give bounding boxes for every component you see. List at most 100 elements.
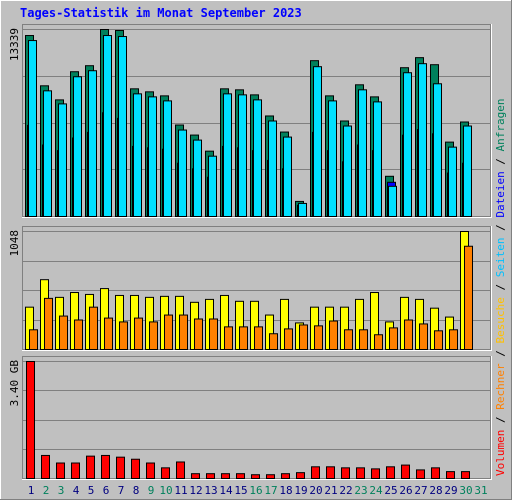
bar	[104, 317, 113, 350]
bar	[446, 471, 455, 479]
bar	[209, 318, 218, 350]
y-tick-label: 3.40 GB	[8, 360, 21, 407]
x-tick-label: 18	[279, 484, 292, 497]
x-tick-label: 2	[43, 484, 50, 497]
bar	[313, 66, 322, 217]
legend-entry: Seiten	[494, 238, 507, 278]
legend-entry: Volumen	[494, 430, 507, 476]
bar	[101, 454, 110, 480]
legend-entry: Dateien	[494, 171, 507, 217]
bar	[269, 333, 278, 350]
x-tick-label: 7	[118, 484, 125, 497]
bar	[238, 94, 247, 217]
bar	[133, 93, 142, 217]
bar	[341, 467, 350, 480]
x-tick-label: 13	[204, 484, 217, 497]
bar	[73, 76, 82, 217]
bar	[208, 155, 217, 217]
bar	[89, 306, 98, 350]
x-tick-label: 30	[459, 484, 472, 497]
x-tick-label: 4	[73, 484, 80, 497]
x-tick-label: 11	[174, 484, 187, 497]
bar	[314, 325, 323, 350]
legend-entry: Anfragen	[494, 98, 507, 151]
bar	[149, 321, 158, 351]
bar	[358, 89, 367, 217]
bar	[374, 334, 383, 350]
bar	[404, 319, 413, 350]
x-tick-label: 21	[324, 484, 337, 497]
bar	[71, 462, 80, 480]
bar	[299, 324, 308, 350]
panel	[22, 356, 491, 479]
x-tick-label: 15	[234, 484, 247, 497]
bar	[386, 466, 395, 479]
chart-title: Tages-Statistik im Monat September 2023	[20, 6, 302, 20]
bar	[178, 129, 187, 217]
x-tick-label: 24	[369, 484, 383, 497]
bar	[403, 72, 412, 217]
bar	[59, 315, 68, 351]
x-tick-label: 25	[384, 484, 397, 497]
x-tick-label: 17	[264, 484, 277, 497]
bar	[134, 317, 143, 350]
bar	[268, 120, 277, 217]
bar	[253, 99, 262, 217]
bar	[236, 473, 245, 479]
bar	[206, 473, 215, 479]
bar	[388, 185, 397, 218]
x-tick-label: 16	[249, 484, 262, 497]
bar	[176, 461, 185, 480]
bar	[448, 146, 457, 217]
bar	[119, 321, 128, 351]
x-tick-label: 31	[474, 484, 487, 497]
bar	[44, 297, 53, 351]
bar	[389, 327, 398, 351]
x-tick-label: 20	[309, 484, 322, 497]
legend-separator: /	[494, 410, 507, 430]
y-tick-label: 13339	[8, 28, 21, 61]
bar	[356, 467, 365, 480]
x-tick-label: 12	[189, 484, 202, 497]
bar	[118, 36, 127, 218]
x-tick-label: 19	[294, 484, 307, 497]
bar	[191, 473, 200, 479]
bar	[224, 326, 233, 350]
bar	[254, 326, 263, 350]
bar	[343, 125, 352, 217]
bar	[359, 329, 368, 351]
bar	[434, 330, 443, 351]
bar	[266, 474, 275, 479]
bar	[416, 469, 425, 480]
bar	[298, 202, 307, 217]
bar	[148, 96, 157, 217]
bar	[328, 100, 337, 217]
bar	[194, 318, 203, 350]
x-tick-label: 6	[103, 484, 110, 497]
bar	[373, 101, 382, 217]
bar	[431, 467, 440, 480]
bar	[283, 136, 292, 217]
bar	[344, 329, 353, 351]
bar	[43, 90, 52, 217]
bar	[296, 472, 305, 479]
x-tick-label: 14	[219, 484, 233, 497]
bar	[418, 63, 427, 218]
x-tick-label: 9	[148, 484, 155, 497]
bar	[88, 70, 97, 218]
bar	[463, 125, 472, 217]
bar	[29, 329, 38, 351]
bar	[74, 319, 83, 350]
x-tick-label: 29	[444, 484, 457, 497]
bar	[284, 328, 293, 351]
bar	[28, 40, 37, 218]
legend-separator: /	[494, 344, 507, 364]
bar	[163, 100, 172, 217]
bar	[56, 462, 65, 480]
x-tick-label: 1	[28, 484, 35, 497]
x-tick-label: 28	[429, 484, 442, 497]
bar	[461, 471, 470, 479]
y-tick-label: 1048	[8, 230, 21, 257]
legend: Volumen / Rechner / Besuche / Seiten / D…	[494, 98, 507, 476]
